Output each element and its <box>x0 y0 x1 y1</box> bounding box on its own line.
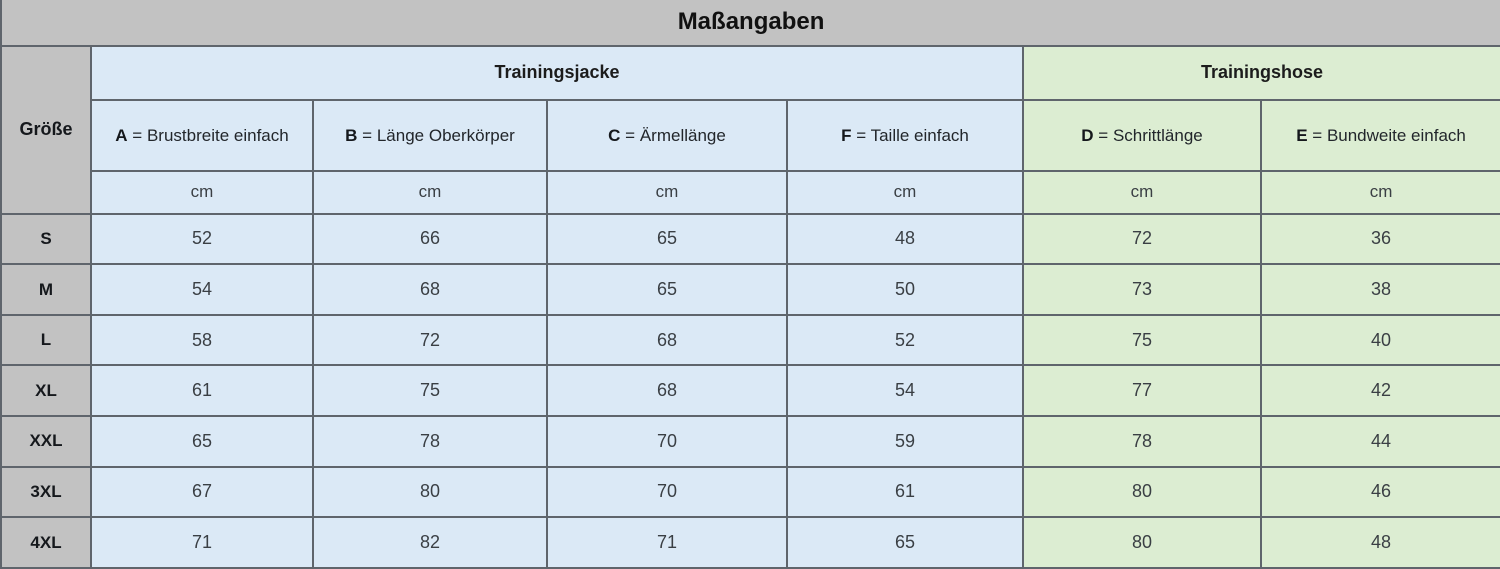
equals-sign: = <box>1312 125 1323 145</box>
equals-sign: = <box>132 125 143 145</box>
value-cell: 58 <box>90 313 314 367</box>
value-cell: 52 <box>90 212 314 266</box>
table-row-xxl: XXL 65 78 70 59 78 44 <box>0 415 1500 468</box>
size-label: 3XL <box>0 465 92 519</box>
value-cell: 72 <box>1022 212 1262 266</box>
column-label-d: Schrittlänge <box>1112 125 1203 145</box>
size-label: S <box>0 212 92 266</box>
column-header-f: F = Taille einfach <box>786 99 1024 173</box>
value-cell: 78 <box>312 415 548 468</box>
value-cell: 70 <box>546 465 788 519</box>
unit-cell: cm <box>1022 170 1262 215</box>
equals-sign: = <box>362 125 373 145</box>
column-label-b: Länge Oberkörper <box>376 125 515 145</box>
group-header-trainingsjacke: Trainingsjacke <box>90 44 1024 102</box>
table-row-m: M 54 68 65 50 73 38 <box>0 263 1500 316</box>
size-column-header: Größe <box>0 44 92 215</box>
column-label-c: Ärmellänge <box>639 125 726 145</box>
unit-cell: cm <box>546 170 788 215</box>
table-row-3xl: 3XL 67 80 70 61 80 46 <box>0 465 1500 519</box>
column-header-a: A = Brustbreite einfach <box>90 99 314 173</box>
value-cell: 54 <box>90 263 314 316</box>
table-row-4xl: 4XL 71 82 71 65 80 48 <box>0 516 1500 569</box>
value-cell: 75 <box>312 364 548 418</box>
value-cell: 68 <box>312 263 548 316</box>
column-header-b: B = Länge Oberkörper <box>312 99 548 173</box>
unit-cell: cm <box>1259 170 1500 215</box>
value-cell: 61 <box>786 465 1024 519</box>
value-cell: 72 <box>312 313 548 367</box>
value-cell: 82 <box>312 516 548 569</box>
value-cell: 80 <box>1022 465 1262 519</box>
column-label-e: Bundweite einfach <box>1326 125 1466 145</box>
value-cell: 71 <box>546 516 788 569</box>
value-cell: 50 <box>786 263 1024 316</box>
value-cell: 54 <box>786 364 1024 418</box>
group-header-trainingshose: Trainingshose <box>1021 44 1500 102</box>
value-cell: 44 <box>1259 415 1500 468</box>
column-header-c: C = Ärmellänge <box>546 99 788 173</box>
column-letter-b: B <box>345 125 358 145</box>
value-cell: 70 <box>546 415 788 468</box>
size-label: L <box>0 313 92 367</box>
value-cell: 67 <box>90 465 314 519</box>
equals-sign: = <box>856 125 867 145</box>
value-cell: 61 <box>90 364 314 418</box>
column-header-e: E = Bundweite einfach <box>1259 99 1500 173</box>
size-label: M <box>0 263 92 316</box>
page-title: Maßangaben <box>0 0 1500 47</box>
value-cell: 38 <box>1259 263 1500 316</box>
size-label: 4XL <box>0 516 92 569</box>
value-cell: 36 <box>1259 212 1500 266</box>
value-cell: 48 <box>786 212 1024 266</box>
column-letter-f: F <box>841 125 852 145</box>
value-cell: 66 <box>312 212 548 266</box>
value-cell: 65 <box>546 212 788 266</box>
value-cell: 65 <box>546 263 788 316</box>
value-cell: 40 <box>1259 313 1500 367</box>
value-cell: 80 <box>312 465 548 519</box>
column-label-a: Brustbreite einfach <box>146 125 289 145</box>
value-cell: 75 <box>1022 313 1262 367</box>
column-letter-a: A <box>115 125 128 145</box>
size-label: XL <box>0 364 92 418</box>
value-cell: 48 <box>1259 516 1500 569</box>
value-cell: 77 <box>1022 364 1262 418</box>
table-row-l: L 58 72 68 52 75 40 <box>0 313 1500 367</box>
value-cell: 80 <box>1022 516 1262 569</box>
table-row-s: S 52 66 65 48 72 36 <box>0 212 1500 266</box>
unit-cell: cm <box>786 170 1024 215</box>
value-cell: 78 <box>1022 415 1262 468</box>
equals-sign: = <box>625 125 636 145</box>
value-cell: 65 <box>90 415 314 468</box>
value-cell: 42 <box>1259 364 1500 418</box>
value-cell: 71 <box>90 516 314 569</box>
column-letter-d: D <box>1081 125 1094 145</box>
value-cell: 52 <box>786 313 1024 367</box>
unit-cell: cm <box>312 170 548 215</box>
value-cell: 46 <box>1259 465 1500 519</box>
value-cell: 68 <box>546 313 788 367</box>
column-letter-c: C <box>608 125 621 145</box>
unit-cell: cm <box>90 170 314 215</box>
value-cell: 68 <box>546 364 788 418</box>
value-cell: 65 <box>786 516 1024 569</box>
table-row-xl: XL 61 75 68 54 77 42 <box>0 364 1500 418</box>
column-letter-e: E <box>1296 125 1308 145</box>
equals-sign: = <box>1098 125 1109 145</box>
column-header-d: D = Schrittlänge <box>1022 99 1262 173</box>
size-label: XXL <box>0 415 92 468</box>
column-label-f: Taille einfach <box>870 125 969 145</box>
value-cell: 73 <box>1022 263 1262 316</box>
value-cell: 59 <box>786 415 1024 468</box>
